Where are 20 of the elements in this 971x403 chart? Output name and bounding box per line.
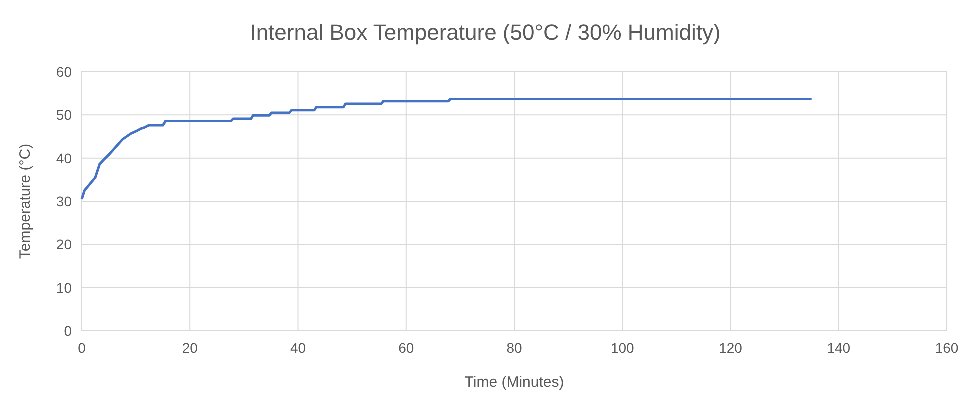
y-tick-label: 40 (56, 150, 72, 166)
y-tick-label: 60 (56, 64, 72, 80)
y-tick-label: 50 (56, 107, 72, 124)
line-series (80, 98, 814, 201)
x-tick-label: 40 (290, 340, 306, 356)
x-tick-label: 160 (935, 340, 959, 356)
x-tick-label: 20 (182, 340, 198, 356)
x-tick-label: 120 (719, 340, 743, 356)
y-tick-label: 20 (56, 236, 72, 253)
y-tick-label: 10 (56, 280, 72, 296)
x-tick-label: 0 (78, 340, 86, 356)
y-tick-label: 0 (64, 323, 72, 339)
x-tick-label: 140 (827, 340, 851, 356)
y-tick-label: 30 (56, 194, 72, 210)
y-axis-title: Temperature (°C) (17, 144, 34, 260)
x-axis-title: Time (Minutes) (464, 374, 564, 391)
x-tick-label: 80 (506, 340, 522, 356)
chart-title: Internal Box Temperature (50°C / 30% Humidity) (250, 20, 721, 45)
x-tick-label: 60 (398, 340, 414, 356)
x-tick-label: 100 (610, 340, 635, 356)
